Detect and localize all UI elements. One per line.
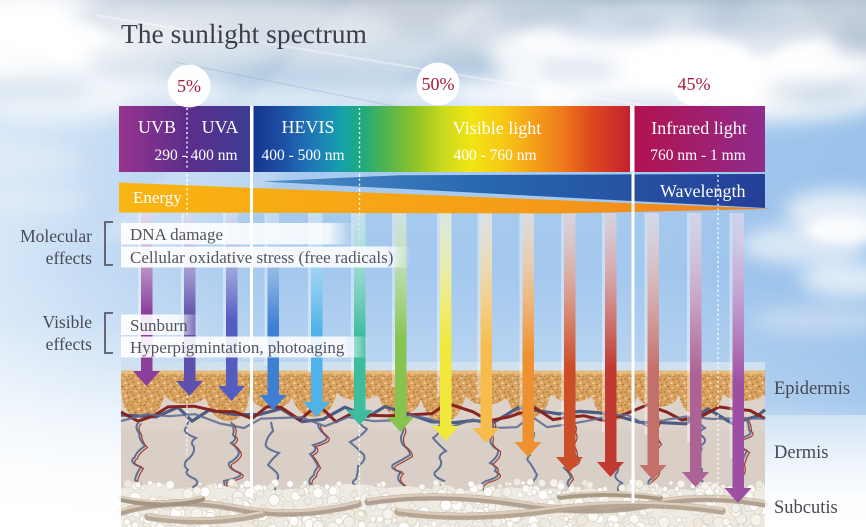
- svg-text:45%: 45%: [678, 74, 711, 94]
- svg-text:Visible light: Visible light: [453, 118, 541, 138]
- svg-text:Subcutis: Subcutis: [774, 498, 838, 518]
- svg-text:5%: 5%: [177, 76, 201, 96]
- svg-text:effects: effects: [46, 248, 93, 268]
- svg-text:DNA damage: DNA damage: [130, 225, 223, 244]
- svg-text:The sunlight spectrum: The sunlight spectrum: [121, 18, 367, 49]
- svg-text:290 - 400 nm: 290 - 400 nm: [154, 147, 237, 164]
- svg-text:Molecular: Molecular: [20, 226, 92, 246]
- svg-text:HEVIS: HEVIS: [282, 117, 335, 137]
- svg-text:UVB: UVB: [138, 117, 176, 137]
- svg-text:Energy: Energy: [133, 188, 182, 207]
- svg-text:Epidermis: Epidermis: [774, 379, 850, 399]
- svg-text:760 nm - 1 mm: 760 nm - 1 mm: [650, 147, 746, 164]
- svg-text:Dermis: Dermis: [774, 443, 828, 463]
- svg-text:effects: effects: [46, 334, 93, 354]
- svg-text:400 - 760 nm: 400 - 760 nm: [453, 147, 536, 164]
- svg-text:Cellular oxidative stress (fre: Cellular oxidative stress (free radicals…: [130, 248, 393, 267]
- svg-text:Sunburn: Sunburn: [130, 316, 188, 335]
- svg-text:Wavelength: Wavelength: [660, 181, 746, 201]
- svg-text:400 - 500 nm: 400 - 500 nm: [261, 147, 344, 164]
- svg-text:Hyperpigmintation, photoaging: Hyperpigmintation, photoaging: [130, 338, 345, 357]
- svg-text:Visible: Visible: [42, 312, 92, 332]
- svg-text:UVA: UVA: [202, 117, 239, 137]
- svg-text:50%: 50%: [422, 74, 455, 94]
- svg-text:Infrared light: Infrared light: [651, 118, 746, 138]
